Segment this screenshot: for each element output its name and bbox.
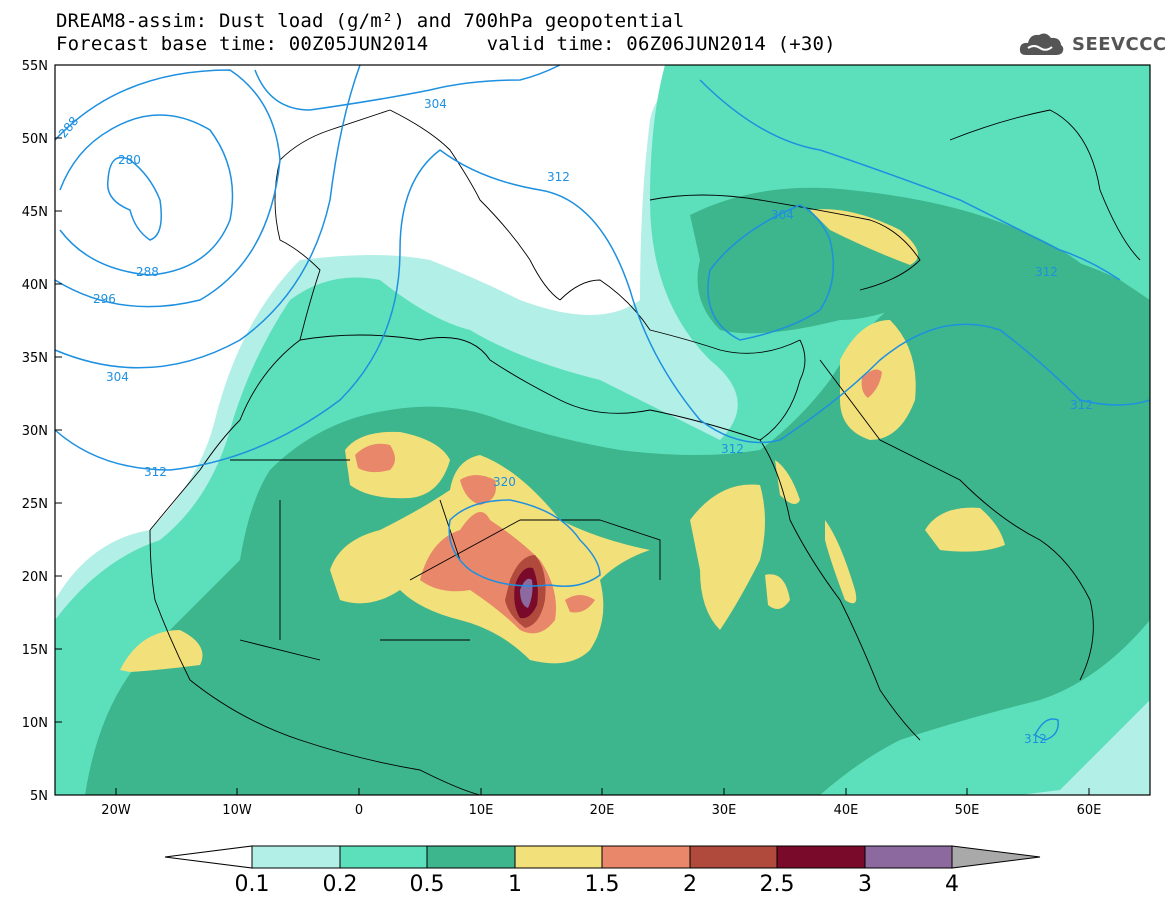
- contour-label: 320: [493, 475, 516, 489]
- forecast-times: Forecast base time: 00Z05JUN2014 valid t…: [56, 33, 836, 55]
- contour-label: 304: [771, 208, 794, 222]
- lat-label: 40N: [22, 278, 48, 293]
- latitude-axis: [55, 64, 62, 796]
- longitude-labels: 20W 10W 0 10E 20E 30E 40E 50E 60E: [101, 803, 1101, 818]
- contour-label: 304: [106, 370, 129, 384]
- colorbar-label: 2.5: [759, 872, 795, 897]
- colorbar-high-arrow: [951, 845, 1041, 869]
- colorbar-swatch: [426, 845, 516, 869]
- colorbar-swatch: [601, 845, 691, 869]
- colorbar: [164, 845, 1041, 869]
- coastlines: [149, 109, 1141, 795]
- lat-label: 10N: [22, 716, 48, 731]
- lon-label: 10E: [469, 803, 494, 818]
- contour-label: 312: [144, 465, 167, 479]
- lon-label: 30E: [712, 803, 737, 818]
- dust-field: [55, 65, 1150, 795]
- colorbar-low-arrow: [164, 845, 253, 869]
- colorbar-swatch: [776, 845, 866, 869]
- colorbar-swatch: [251, 845, 341, 869]
- contour-label: 296: [93, 292, 116, 306]
- lon-label: 20W: [101, 803, 131, 818]
- contour-label: 312: [1035, 265, 1058, 279]
- colorbar-label: 0.1: [234, 872, 270, 897]
- lat-label: 45N: [22, 205, 48, 220]
- colorbar-label: 4: [945, 872, 959, 897]
- colorbar-label: 3: [858, 872, 872, 897]
- contour-label: 304: [424, 97, 447, 111]
- colorbar-label: 0.2: [322, 872, 358, 897]
- contour-label: 312: [547, 170, 570, 184]
- colorbar-label: 2: [683, 872, 697, 897]
- contour-label: 312: [721, 442, 744, 456]
- colorbar-swatch: [864, 845, 953, 869]
- lon-label: 40E: [834, 803, 859, 818]
- contour-label: 288: [136, 265, 159, 279]
- colorbar-label: 1.5: [584, 872, 620, 897]
- logo-text: SEEVCCC: [1072, 33, 1165, 55]
- seevccc-logo: SEEVCCC: [1018, 29, 1165, 59]
- colorbar-label: 0.5: [409, 872, 445, 897]
- colorbar-label: 1: [508, 872, 522, 897]
- colorbar-swatch: [339, 845, 428, 869]
- contour-label: 312: [1024, 732, 1047, 746]
- geopotential-contours: [55, 65, 1150, 741]
- longitude-axis: [115, 788, 1090, 795]
- lat-label: 50N: [22, 132, 48, 147]
- lon-label: 0: [355, 803, 363, 818]
- lat-label: 20N: [22, 570, 48, 585]
- latitude-labels: 55N 50N 45N 40N 35N 30N 25N 20N 15N 10N …: [22, 59, 48, 804]
- lat-label: 15N: [22, 643, 48, 658]
- lat-label: 25N: [22, 497, 48, 512]
- colorbar-swatch: [689, 845, 778, 869]
- lon-label: 20E: [590, 803, 615, 818]
- lat-label: 55N: [22, 59, 48, 74]
- colorbar-swatch: [514, 845, 603, 869]
- cloud-logo-icon: [1019, 33, 1064, 55]
- map-title: DREAM8-assim: Dust load (g/m²) and 700hP…: [56, 10, 685, 32]
- lat-label: 30N: [22, 424, 48, 439]
- contour-label: 280: [118, 153, 141, 167]
- contour-label: 312: [1070, 398, 1093, 412]
- lon-label: 60E: [1077, 803, 1102, 818]
- lon-label: 10W: [222, 803, 252, 818]
- lon-label: 50E: [955, 803, 980, 818]
- lat-label: 35N: [22, 351, 48, 366]
- lat-label: 5N: [30, 789, 48, 804]
